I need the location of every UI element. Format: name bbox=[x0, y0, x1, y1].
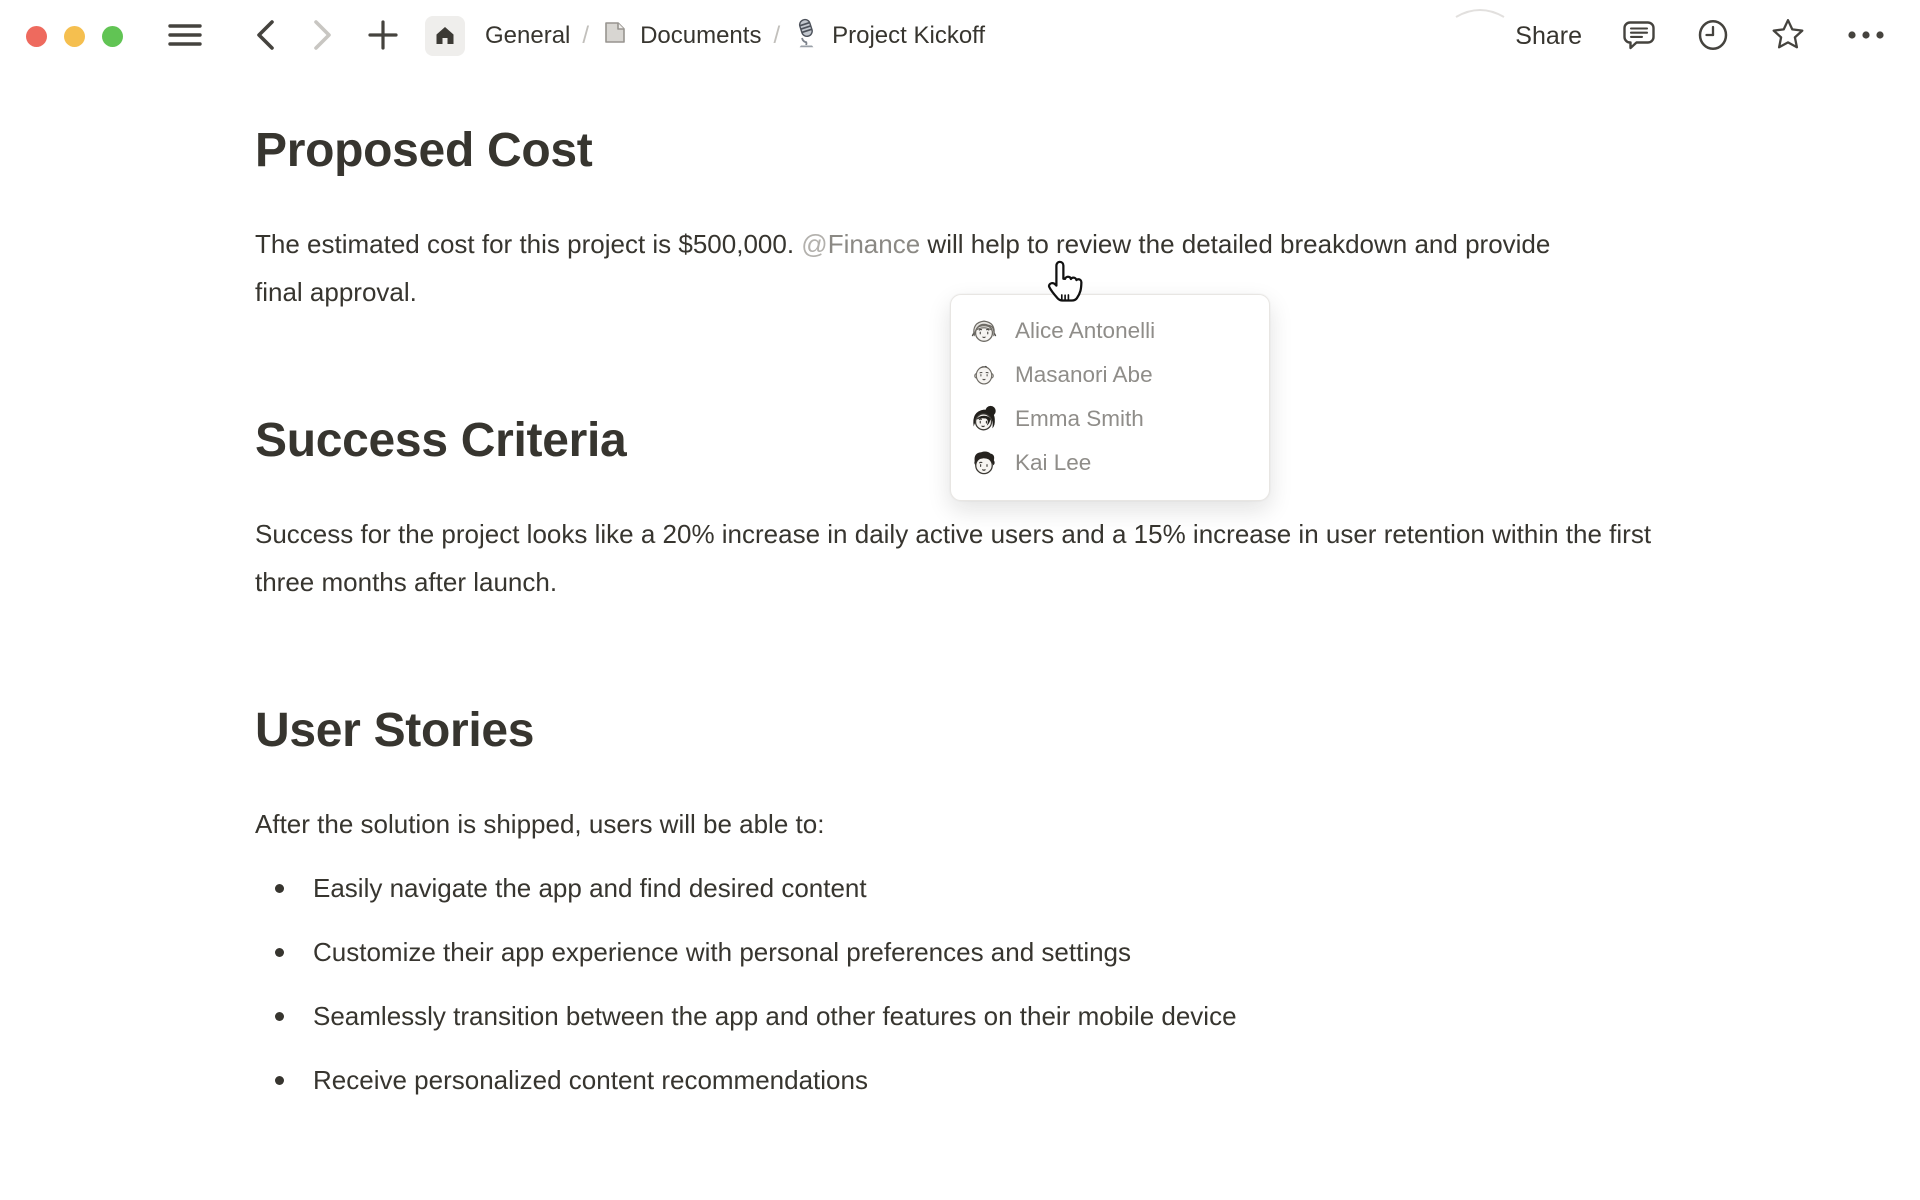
ellipsis-icon bbox=[1846, 29, 1886, 44]
heading-proposed-cost[interactable]: Proposed Cost bbox=[255, 124, 593, 177]
list-item[interactable]: Seamlessly transition between the app an… bbox=[255, 992, 1665, 1040]
avatar-doodle-woman-dark-hair bbox=[969, 404, 999, 434]
breadcrumb-separator: / bbox=[773, 22, 781, 49]
paragraph-success-criteria[interactable]: Success for the project looks like a 20%… bbox=[255, 519, 1652, 597]
updates-button[interactable] bbox=[1696, 18, 1730, 55]
avatar-doodle-person-curly-hair bbox=[969, 448, 999, 478]
list-item-text: Easily navigate the app and find desired… bbox=[313, 873, 867, 903]
list-item[interactable]: Customize their app experience with pers… bbox=[255, 928, 1665, 976]
mention-name: Finance bbox=[827, 229, 921, 259]
mention-user-masanori-abe[interactable]: Masanori Abe bbox=[951, 353, 1269, 397]
breadcrumb-label: General bbox=[485, 22, 571, 49]
mention-user-name: Emma Smith bbox=[1015, 406, 1144, 431]
list-item[interactable]: Easily navigate the app and find desired… bbox=[255, 864, 1665, 912]
mention-user-kai-lee[interactable]: Kai Lee bbox=[951, 441, 1269, 485]
paragraph-text: The estimated cost for this project is $… bbox=[255, 229, 802, 259]
breadcrumb-separator: / bbox=[582, 22, 590, 49]
close-button[interactable] bbox=[26, 25, 47, 47]
bullet-dot bbox=[275, 884, 284, 893]
breadcrumb-label: Documents bbox=[640, 22, 762, 49]
heading-user-stories[interactable]: User Stories bbox=[255, 704, 535, 757]
more-options-button[interactable] bbox=[1846, 29, 1886, 44]
paragraph-user-stories-intro[interactable]: After the solution is shipped, users wil… bbox=[255, 809, 825, 839]
chevron-right-icon bbox=[311, 18, 335, 55]
list-item-text: Seamlessly transition between the app an… bbox=[313, 1001, 1237, 1031]
mention-user-emma-smith[interactable]: Emma Smith bbox=[951, 397, 1269, 441]
list-item-text: Customize their app experience with pers… bbox=[313, 937, 1132, 967]
new-page-button[interactable] bbox=[367, 19, 399, 54]
user-stories-list: Easily navigate the app and find desired… bbox=[255, 864, 1665, 1104]
mention-user-alice-antonelli[interactable]: Alice Antonelli bbox=[951, 309, 1269, 353]
home-icon bbox=[433, 23, 457, 50]
bullet-dot bbox=[275, 1012, 284, 1021]
mention-at-sign: @ bbox=[801, 229, 828, 259]
breadcrumb-home-button[interactable] bbox=[425, 16, 465, 56]
star-icon bbox=[1770, 17, 1806, 55]
breadcrumb-item-project-kickoff[interactable]: Project Kickoff bbox=[786, 14, 991, 59]
clock-icon bbox=[1696, 18, 1730, 55]
breadcrumb-item-general[interactable]: General bbox=[479, 18, 576, 54]
minimize-button[interactable] bbox=[64, 25, 85, 47]
paragraph-proposed-cost[interactable]: The estimated cost for this project is $… bbox=[255, 220, 1555, 316]
sidebar-menu-button[interactable] bbox=[167, 20, 203, 53]
breadcrumb: General / Documents / bbox=[479, 14, 991, 59]
mention-finance[interactable]: @Finance bbox=[801, 229, 920, 259]
document-content: Proposed Cost The estimated cost for thi… bbox=[255, 72, 1665, 1104]
list-item-text: Receive personalized content recommendat… bbox=[313, 1065, 868, 1095]
mention-user-name: Kai Lee bbox=[1015, 450, 1092, 475]
breadcrumb-label: Project Kickoff bbox=[832, 22, 986, 49]
nav-forward-button[interactable] bbox=[311, 18, 335, 55]
topbar-actions bbox=[1622, 17, 1886, 55]
favorite-button[interactable] bbox=[1770, 17, 1806, 55]
avatar-doodle-bald-man bbox=[969, 360, 999, 390]
mention-user-name: Alice Antonelli bbox=[1015, 318, 1156, 343]
heading-success-criteria[interactable]: Success Criteria bbox=[255, 414, 627, 467]
microphone-icon bbox=[792, 18, 820, 55]
list-item[interactable]: Receive personalized content recommendat… bbox=[255, 1056, 1665, 1104]
bullet-dot bbox=[275, 1076, 284, 1085]
hamburger-icon bbox=[167, 20, 203, 53]
avatar-doodle-woman-bangs bbox=[969, 316, 999, 346]
paragraph-text: will help to review the detailed breakdo… bbox=[255, 229, 1551, 307]
plus-icon bbox=[367, 19, 399, 54]
share-button[interactable]: Share bbox=[1505, 16, 1592, 57]
bullet-dot bbox=[275, 948, 284, 957]
document-icon bbox=[601, 19, 628, 53]
breadcrumb-item-documents[interactable]: Documents bbox=[595, 15, 767, 57]
comment-bubble-icon bbox=[1622, 18, 1656, 55]
window-topbar: General / Documents / bbox=[0, 0, 1920, 72]
mention-user-popover: Alice Antonelli Masanori Abe bbox=[950, 294, 1270, 501]
chevron-left-icon bbox=[253, 18, 277, 55]
comments-button[interactable] bbox=[1622, 18, 1656, 55]
nav-back-button[interactable] bbox=[253, 18, 277, 55]
window-controls bbox=[26, 25, 123, 47]
mention-user-name: Masanori Abe bbox=[1015, 362, 1153, 387]
collaborator-avatar-arc bbox=[1452, 2, 1508, 25]
zoom-button[interactable] bbox=[102, 25, 123, 47]
